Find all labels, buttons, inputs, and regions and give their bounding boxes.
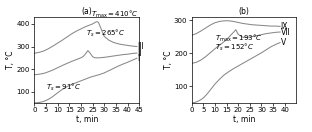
Text: $T_s = 152°C$: $T_s = 152°C$ bbox=[215, 42, 254, 53]
Text: III: III bbox=[137, 42, 144, 51]
Title: (b): (b) bbox=[239, 7, 249, 16]
Text: $T_{\rm max} = 193°C$: $T_{\rm max} = 193°C$ bbox=[215, 33, 262, 44]
X-axis label: t, min: t, min bbox=[76, 115, 98, 124]
Text: V: V bbox=[280, 38, 286, 47]
Text: IX: IX bbox=[280, 22, 288, 31]
Y-axis label: T, °C: T, °C bbox=[6, 51, 15, 69]
Text: $T_s = 265°C$: $T_s = 265°C$ bbox=[85, 28, 125, 39]
Text: I: I bbox=[137, 54, 139, 63]
X-axis label: t, min: t, min bbox=[233, 115, 255, 124]
Text: $T_{\rm max} = 410°C$: $T_{\rm max} = 410°C$ bbox=[91, 9, 139, 20]
Text: II: II bbox=[137, 49, 142, 58]
Title: (a): (a) bbox=[81, 7, 92, 16]
Text: $T_s = 91°C$: $T_s = 91°C$ bbox=[46, 82, 81, 93]
Y-axis label: T, °C: T, °C bbox=[163, 51, 173, 69]
Text: VII: VII bbox=[280, 27, 290, 37]
